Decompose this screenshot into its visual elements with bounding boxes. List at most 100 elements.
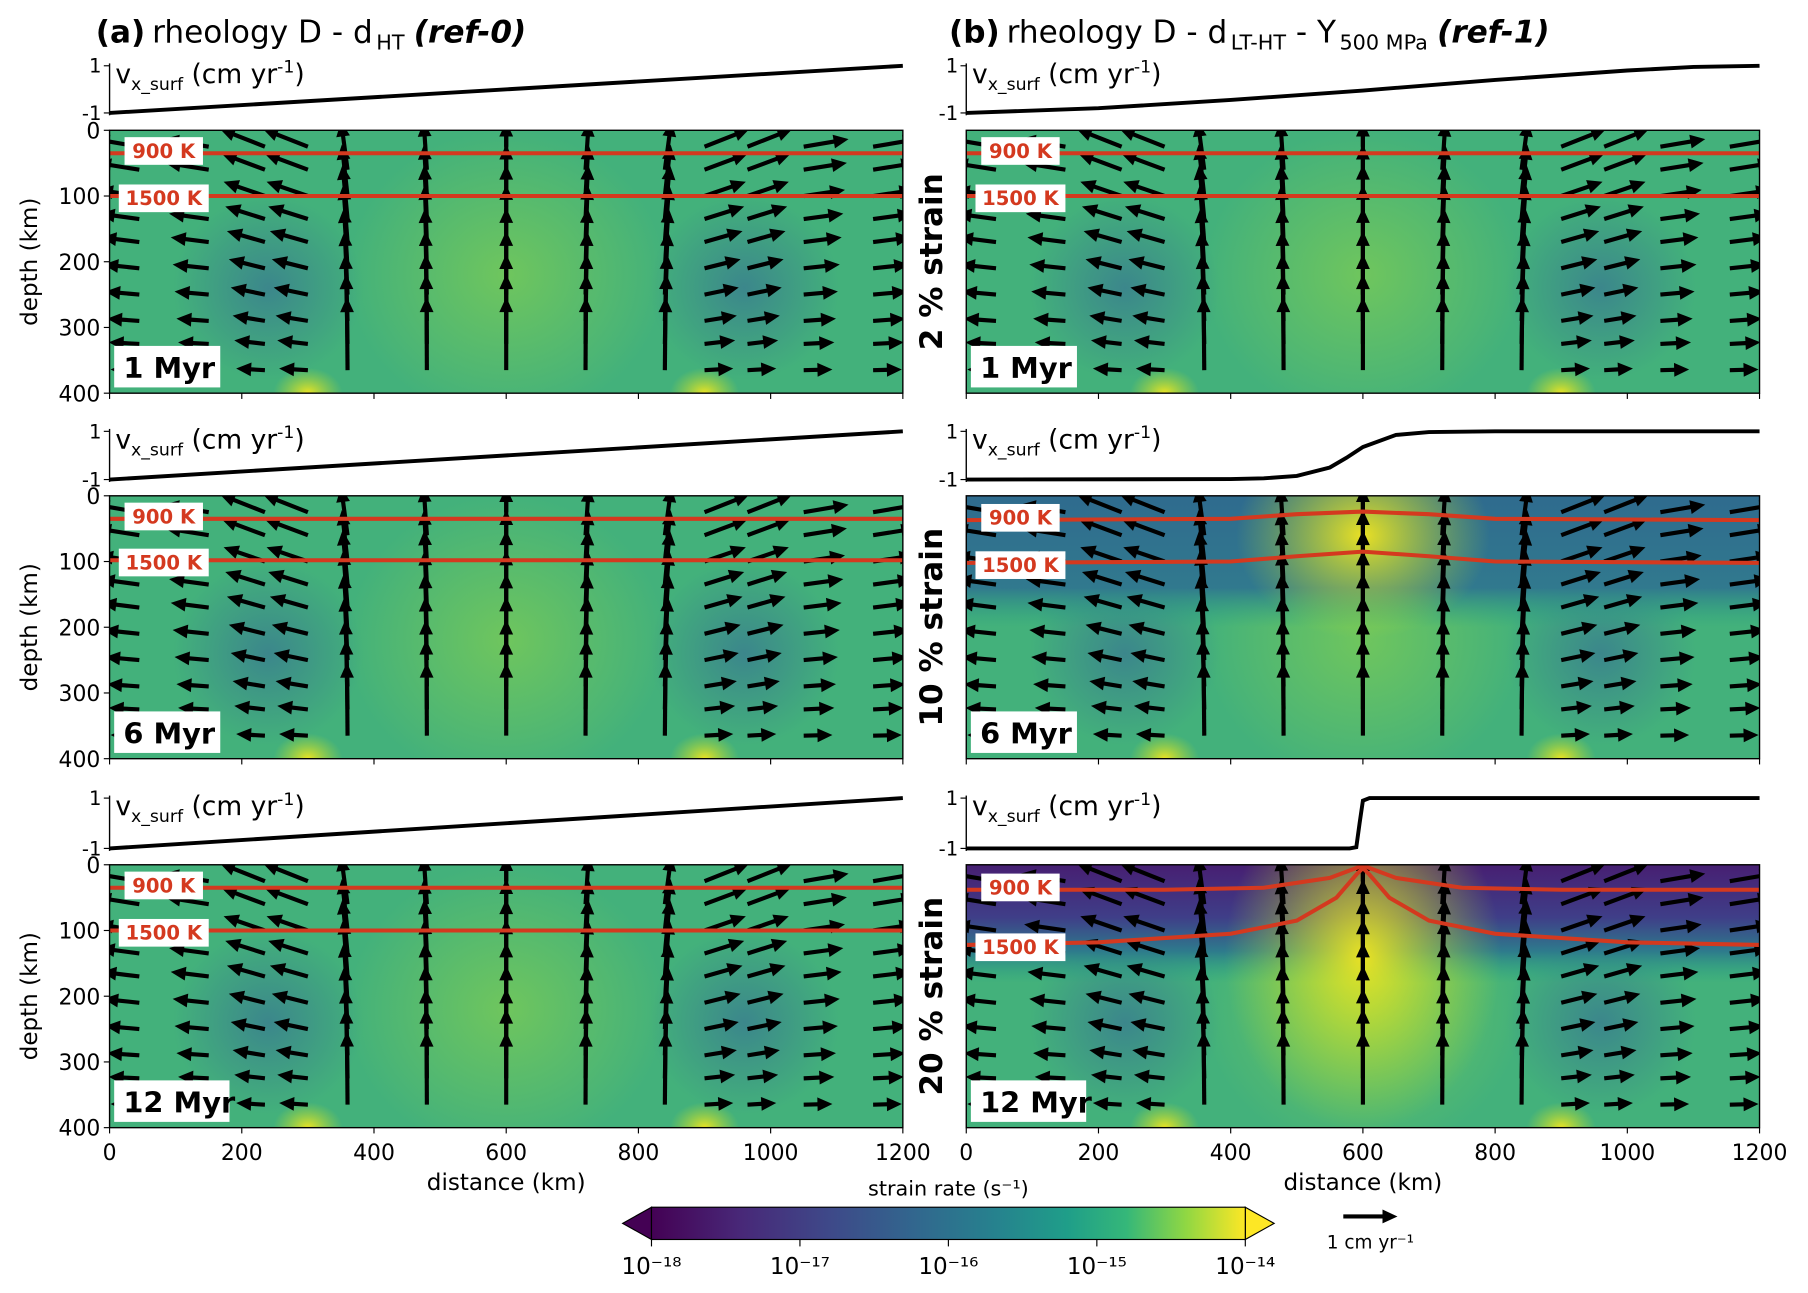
arrow-head xyxy=(825,232,842,247)
arrow-head xyxy=(580,530,595,546)
arrow-head xyxy=(1748,651,1760,666)
arrow-head xyxy=(336,130,350,138)
velocity-arrow xyxy=(1660,578,1691,587)
arrow-head xyxy=(760,727,777,742)
arrow-head xyxy=(277,700,293,715)
arrow-head xyxy=(1355,619,1370,635)
velocity-arrow xyxy=(1603,942,1635,956)
time-label: 1 Myr xyxy=(980,351,1073,385)
arrow-head xyxy=(499,495,514,502)
arrow-head xyxy=(1436,230,1451,247)
isotherm-label: 1500 K xyxy=(125,551,202,574)
velocity-arrow xyxy=(703,597,734,610)
time-box xyxy=(114,345,221,388)
colorbar-tick-label: 10⁻¹⁷ xyxy=(770,1254,830,1280)
isotherm-label: 900 K xyxy=(132,874,196,897)
arrow-head xyxy=(1617,362,1633,377)
arrow-head xyxy=(1090,335,1107,349)
arrow-head xyxy=(499,253,514,269)
depth-tick-label: 300 xyxy=(59,317,101,342)
arrow-head xyxy=(226,594,244,608)
arrow-head xyxy=(719,1069,736,1084)
arrow-head xyxy=(891,285,903,300)
arrow-head xyxy=(719,700,736,715)
arrow-head xyxy=(1515,662,1530,678)
arrow-head xyxy=(499,596,514,612)
arrow-head xyxy=(902,134,903,140)
velocity-arrow xyxy=(746,942,778,956)
arrow-head xyxy=(1619,335,1635,349)
arrow-head xyxy=(1633,864,1648,876)
arrow-head xyxy=(1126,963,1143,977)
arrow-head xyxy=(225,204,242,218)
arrow-head xyxy=(661,164,676,181)
arrow-head xyxy=(578,1031,593,1047)
arrow-head xyxy=(1586,180,1603,194)
velocity-arrow xyxy=(1603,548,1637,564)
arrow-head xyxy=(1750,624,1760,639)
title-ref: (ref-0) xyxy=(414,15,526,51)
arrow-head xyxy=(831,158,847,173)
arrow-head xyxy=(269,594,287,608)
velocity-arrow xyxy=(966,162,997,172)
arrow-head xyxy=(1625,963,1643,977)
velocity-arrow xyxy=(277,573,309,587)
arrow-head xyxy=(221,517,239,531)
vx-main: v xyxy=(115,59,131,90)
arrow-head xyxy=(1080,180,1097,194)
surface-velocity-line xyxy=(966,63,1760,115)
velocity-arrow xyxy=(803,236,832,245)
arrow-head xyxy=(819,336,835,351)
velocity-arrow xyxy=(872,505,903,515)
velocity-arrow xyxy=(1087,155,1123,172)
arrow-head xyxy=(499,619,514,635)
field-low xyxy=(1029,196,1221,381)
arrow-head xyxy=(109,232,118,247)
vx-unit: (cm yr xyxy=(1040,425,1134,456)
isotherm-label-box xyxy=(124,137,203,165)
arrow-head xyxy=(1587,152,1605,166)
arrow-head xyxy=(1126,594,1143,608)
arrow-head xyxy=(824,993,840,1008)
arrow-head xyxy=(264,130,279,141)
velocity-arrow xyxy=(1603,231,1633,245)
arrow-head xyxy=(232,1045,249,1060)
arrow-head xyxy=(1590,864,1605,876)
arrow-head xyxy=(1355,639,1370,655)
time-label: 12 Myr xyxy=(123,1086,236,1120)
arrow-head xyxy=(268,938,285,953)
arrow-head xyxy=(726,594,743,608)
velocity-arrow xyxy=(109,897,140,907)
arrow-head xyxy=(1673,362,1690,377)
arrow-head xyxy=(762,700,779,715)
arrow-head xyxy=(1519,130,1533,138)
title-text: rheology D - d xyxy=(152,15,373,51)
arrow-head xyxy=(419,297,434,313)
velocity-arrow xyxy=(279,597,309,610)
velocity-arrow xyxy=(1660,138,1696,149)
velocity-arrow xyxy=(1560,597,1590,610)
arrow-head xyxy=(1624,621,1641,636)
scale-arrow-head xyxy=(1382,1209,1398,1224)
arrow-head xyxy=(966,500,968,506)
arrow-head xyxy=(277,335,293,349)
arrow-head xyxy=(1078,864,1093,876)
vx-tick-label: 1 xyxy=(89,787,101,810)
velocity-arrow xyxy=(273,155,309,172)
velocity-arrow xyxy=(803,971,832,979)
arrow-head xyxy=(1752,966,1760,981)
colorbar-label: strain rate (s⁻¹) xyxy=(868,1177,1029,1201)
velocity-arrow xyxy=(746,520,782,538)
arrow-head xyxy=(1629,180,1646,194)
arrow-head xyxy=(1031,1020,1047,1035)
arrow-head xyxy=(264,152,282,166)
velocity-arrow xyxy=(1128,496,1166,515)
velocity-arrow xyxy=(966,924,997,933)
arrow-head xyxy=(1024,919,1040,934)
arrow-head xyxy=(891,651,903,666)
arrow-head xyxy=(169,943,185,957)
arrow-head xyxy=(1083,594,1100,608)
arrow-head xyxy=(1518,899,1533,915)
arrow-head xyxy=(772,914,789,928)
